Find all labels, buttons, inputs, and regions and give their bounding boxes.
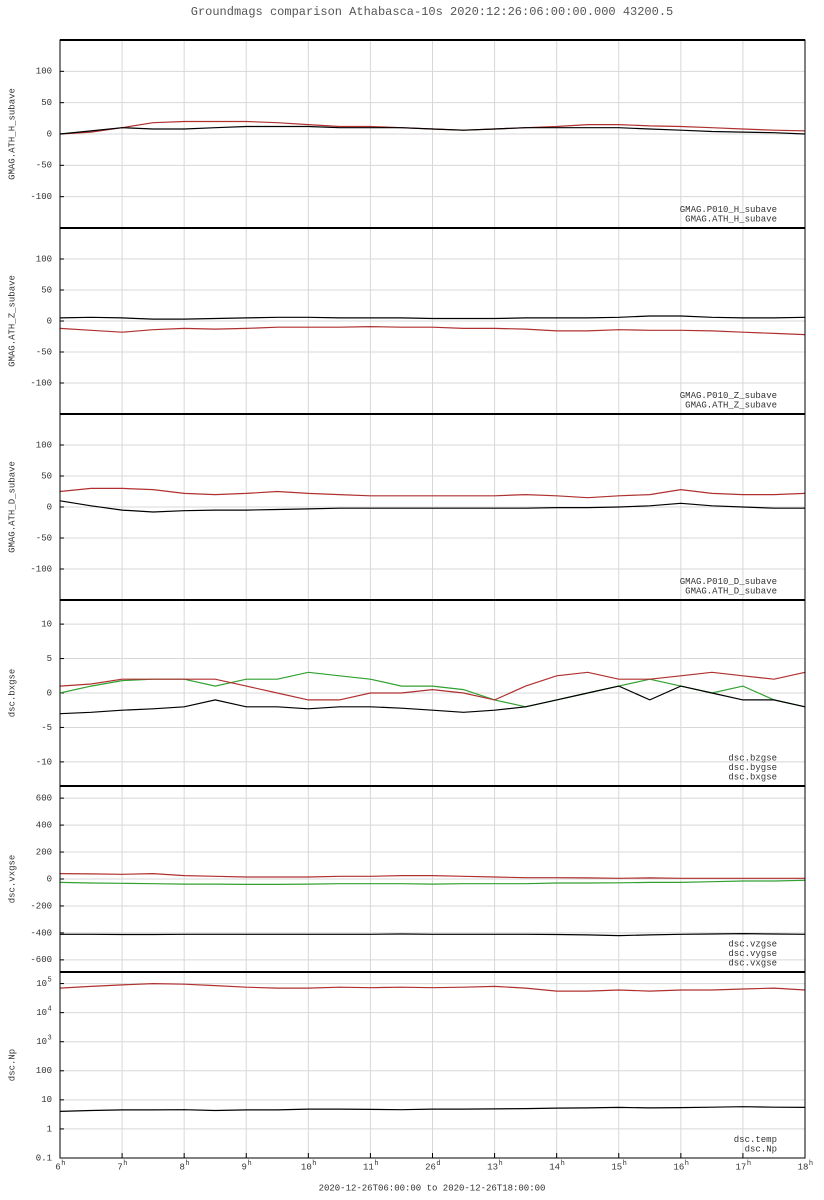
x-tick-label-sup: h (312, 1160, 316, 1168)
series-line (59, 685, 806, 715)
x-tick-label-sup: h (123, 1160, 127, 1168)
x-tick-label: 17 (736, 1162, 747, 1172)
y-tick-label: 0 (47, 874, 52, 884)
series-line (59, 487, 806, 499)
series-line (59, 500, 805, 513)
y-tick-label: 0 (47, 316, 52, 326)
y-tick-label: -200 (30, 901, 52, 911)
y-tick-label: 100 (36, 254, 52, 264)
y-axis-label: dsc.vxgse (7, 855, 17, 904)
x-tick-label: 8 (179, 1162, 184, 1172)
series-line (59, 982, 806, 992)
x-tick-label: 9 (242, 1162, 247, 1172)
legend-entry: dsc.bzgse (728, 753, 777, 763)
x-tick-label-sup: h (247, 1160, 251, 1168)
y-tick-label: 400 (36, 820, 52, 830)
x-tick-label-sup: h (809, 1160, 813, 1168)
y-axis-label: GMAG.ATH_D_subave (7, 461, 17, 553)
legend-entry: dsc.Np (745, 1144, 777, 1154)
series-line (59, 325, 806, 336)
x-tick-label-sup: h (185, 1160, 189, 1168)
x-tick-label: 15 (611, 1162, 622, 1172)
y-tick-label: 0 (47, 688, 52, 698)
y-tick-label: -600 (30, 955, 52, 965)
y-tick-label: 10 (36, 1008, 47, 1018)
x-tick-label-sup: d (436, 1160, 440, 1168)
y-tick-label: 10 (36, 1037, 47, 1047)
x-tick-label-sup: h (498, 1160, 502, 1168)
y-axis-label: dsc.Np (7, 1049, 17, 1081)
y-tick-label-sup: 4 (48, 1005, 52, 1013)
legend-entry: dsc.vxgse (728, 958, 777, 968)
legend-entry: GMAG.ATH_D_subave (685, 586, 777, 596)
legend-entry: GMAG.P010_H_subave (680, 205, 777, 215)
legend-entry: dsc.temp (734, 1135, 777, 1145)
y-tick-label: 50 (41, 471, 52, 481)
y-tick-label: 100 (36, 67, 52, 77)
legend-entry: dsc.vygse (728, 949, 777, 959)
y-tick-label: 5 (47, 654, 52, 664)
x-tick-label: 7 (117, 1162, 122, 1172)
series-line (59, 671, 806, 701)
y-tick-label: 100 (36, 1066, 52, 1076)
x-tick-label-sup: h (561, 1160, 565, 1168)
x-tick-label-sup: h (374, 1160, 378, 1168)
time-range: 2020-12-26T06:00:00 to 2020-12-26T18:00:… (319, 1183, 546, 1193)
legend-entry: GMAG.P010_D_subave (680, 577, 777, 587)
legend-entry: dsc.bxgse (728, 772, 777, 782)
series-line (59, 315, 806, 320)
x-tick-label: 6 (55, 1162, 60, 1172)
legend-entry: GMAG.P010_Z_subave (680, 391, 777, 401)
series-line (59, 879, 806, 886)
x-tick-label: 18 (798, 1162, 809, 1172)
series-line (59, 872, 805, 879)
x-tick-label: 16 (673, 1162, 684, 1172)
y-tick-label: 100 (36, 440, 52, 450)
y-tick-label: -50 (36, 161, 52, 171)
x-tick-label: 26 (425, 1162, 436, 1172)
x-tick-label: 10 (301, 1162, 312, 1172)
y-tick-label: -10 (36, 757, 52, 767)
y-tick-label: -50 (36, 347, 52, 357)
y-tick-label: -50 (36, 533, 52, 543)
legend-entry: GMAG.ATH_Z_subave (685, 400, 777, 410)
y-tick-label: 10 (41, 619, 52, 629)
y-tick-label: 50 (41, 98, 52, 108)
y-tick-label: -100 (30, 564, 52, 574)
y-tick-label: 600 (36, 794, 52, 804)
y-tick-label: 10 (41, 1095, 52, 1105)
y-tick-label-sup: 5 (48, 976, 52, 984)
y-tick-label: 1 (47, 1124, 52, 1134)
y-tick-label: 0 (47, 129, 52, 139)
x-tick-label: 13 (487, 1162, 498, 1172)
x-tick-label-sup: h (747, 1160, 751, 1168)
y-tick-label: -400 (30, 928, 52, 938)
y-axis-label: GMAG.ATH_Z_subave (7, 275, 17, 367)
legend-entry: dsc.bygse (728, 763, 777, 773)
legend-entry: GMAG.ATH_H_subave (685, 214, 777, 224)
x-tick-label-sup: h (623, 1160, 627, 1168)
y-tick-label-sup: 3 (48, 1035, 52, 1043)
legend-entry: dsc.vzgse (728, 939, 777, 949)
page-title: Groundmags comparison Athabasca-10s 2020… (191, 5, 673, 19)
y-tick-label: -5 (41, 723, 52, 733)
x-tick-label-sup: h (685, 1160, 689, 1168)
series-line (59, 1106, 806, 1112)
y-tick-label: -100 (30, 192, 52, 202)
y-tick-label: 200 (36, 847, 52, 857)
x-tick-label: 14 (549, 1162, 560, 1172)
x-tick-label-sup: h (61, 1160, 65, 1168)
y-tick-label: 10 (36, 979, 47, 989)
y-tick-label: -100 (30, 378, 52, 388)
y-tick-label: 0.1 (36, 1153, 52, 1163)
y-axis-label: GMAG.ATH_H_subave (7, 88, 17, 180)
y-axis-label: dsc.bxgse (7, 669, 17, 718)
series-line (59, 125, 806, 135)
series-line (60, 932, 806, 937)
x-tick-label: 11 (363, 1162, 374, 1172)
y-tick-label: 0 (47, 502, 52, 512)
y-tick-label: 50 (41, 285, 52, 295)
